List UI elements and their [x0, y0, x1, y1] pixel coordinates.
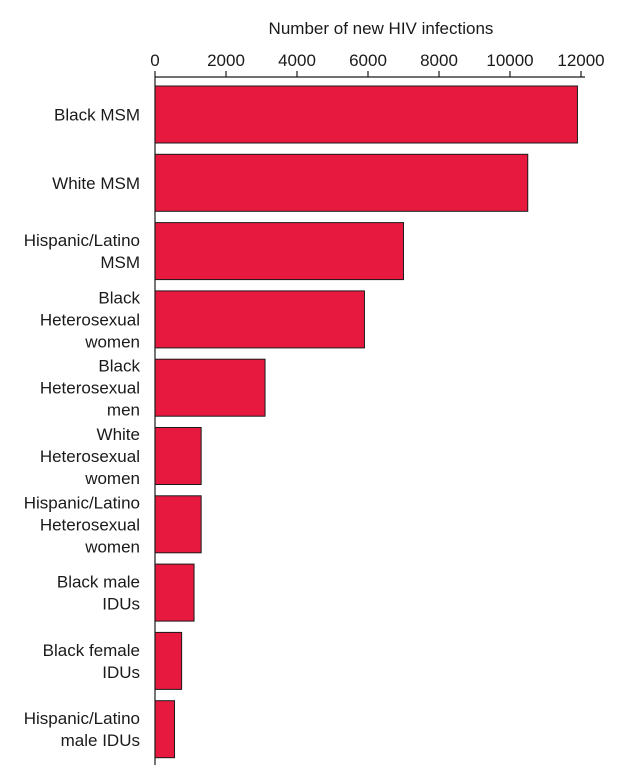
- bar: [154, 85, 578, 144]
- category-label: Black MSM: [54, 106, 140, 125]
- bar: [154, 222, 404, 281]
- category-label: women: [84, 469, 140, 488]
- bar: [154, 631, 183, 690]
- category-label: male IDUs: [61, 731, 140, 750]
- x-tick-label: 6000: [349, 51, 387, 70]
- category-label: Black male: [57, 573, 140, 592]
- x-axis-title: Number of new HIV infections: [269, 19, 494, 38]
- category-label: Black: [98, 357, 140, 376]
- x-axis-ticks: 0 2000 4000 6000 8000 10000 12000: [150, 51, 605, 77]
- bar: [154, 290, 365, 349]
- category-label: Black: [98, 288, 140, 307]
- x-tick-label: 12000: [557, 51, 604, 70]
- category-label: Black female: [43, 641, 140, 660]
- bars: [154, 85, 578, 759]
- category-label: women: [84, 537, 140, 556]
- category-label: Hispanic/Latino: [24, 231, 140, 250]
- category-label: Heterosexual: [40, 379, 140, 398]
- category-label: women: [84, 332, 140, 351]
- category-label: Heterosexual: [40, 310, 140, 329]
- bar: [154, 153, 529, 212]
- category-label: Heterosexual: [40, 515, 140, 534]
- bar: [154, 495, 202, 554]
- x-tick-label: 4000: [278, 51, 316, 70]
- category-label: White: [97, 425, 140, 444]
- category-label: men: [107, 401, 140, 420]
- x-tick-label: 2000: [207, 51, 245, 70]
- category-label: Hispanic/Latino: [24, 493, 140, 512]
- bar: [154, 563, 195, 622]
- category-label: IDUs: [102, 663, 140, 682]
- category-label: IDUs: [102, 595, 140, 614]
- bar: [154, 427, 202, 485]
- x-tick-label: 10000: [486, 51, 533, 70]
- bar: [154, 358, 266, 417]
- category-labels: Black MSM White MSM Hispanic/Latino MSM Blac…: [24, 106, 141, 751]
- category-label: Hispanic/Latino: [24, 709, 140, 728]
- category-label: White MSM: [52, 174, 140, 193]
- x-tick-label: 0: [150, 51, 159, 70]
- category-label: Heterosexual: [40, 447, 140, 466]
- category-label: MSM: [100, 253, 140, 272]
- x-tick-label: 8000: [420, 51, 458, 70]
- bar: [154, 700, 176, 759]
